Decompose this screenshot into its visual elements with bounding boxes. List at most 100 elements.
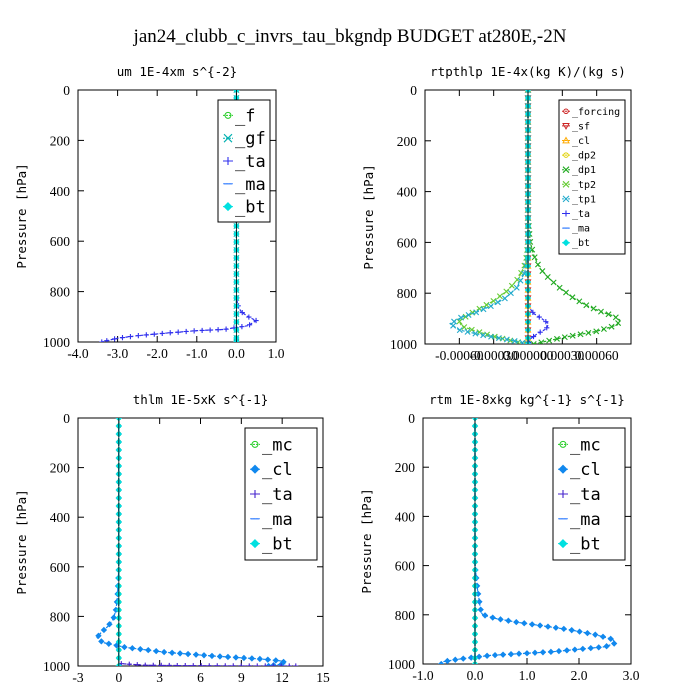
legend-label-mc: _mc [570,435,601,455]
data-point [240,654,248,662]
data-point [583,302,590,309]
x-tick-label: 3 [156,670,163,685]
data-point [505,617,512,624]
legend-label-cl: _cl [572,136,590,147]
data-point [579,645,586,653]
legend-marker [223,202,233,212]
data-point [597,308,604,315]
legend-label-dp1: _dp1 [572,165,596,176]
x-tick-label: 0.00060 [575,348,619,363]
data-point [111,336,118,342]
data-point [167,330,173,336]
data-point [150,662,156,666]
data-point [607,635,614,643]
data-point [119,334,126,341]
y-axis-label: Pressure [hPa] [14,163,29,268]
data-point [544,325,550,331]
data-point [563,647,571,654]
data-point [576,628,583,635]
panel-title: um 1E-4xm s^{-2} [117,64,237,79]
legend-marker [563,108,569,115]
data-point [256,655,264,663]
data-point [495,335,502,342]
data-point [494,299,501,306]
data-point [511,338,518,344]
legend-label-dp2: _dp2 [572,151,596,162]
legend-marker [250,464,260,474]
data-point [587,644,594,652]
legend-marker [558,464,568,474]
legend-label-tp2: _tp2 [572,180,596,191]
data-point [530,341,537,344]
data-point [483,301,490,308]
chart-panel-4: rtm 1E-8xkg kg^{-1} s^{-1} Pressure [hPa]… [359,392,640,683]
legend-label-f: _f [235,106,255,126]
data-point [519,339,526,344]
legend-label-ma: _ma [235,175,266,195]
data-point [450,322,457,329]
data-point [584,629,591,637]
legend-label-ta: _ta [235,152,266,172]
data-point [560,625,567,633]
data-point [135,333,141,339]
data-point [254,663,260,666]
y-tick-label: 1000 [390,337,417,352]
data-point [246,314,252,320]
legend-marker [562,180,570,188]
x-tick-label: 0.00030 [540,348,584,363]
data-point [480,332,487,339]
y-axis-label: Pressure [hPa] [361,164,376,269]
data-point [153,647,160,655]
legend-marker [563,210,569,217]
data-point [569,332,576,339]
legend-label-bt: _bt [572,238,590,249]
data-point [497,616,504,623]
data-point [472,330,479,337]
legend-marker [250,539,260,549]
data-point [531,649,539,656]
data-point [198,663,204,666]
data-point [200,652,208,659]
chart-panel-3: thlm 1E-5xK s^{-1} Pressure [hPa] 0 200 400 6… [14,392,330,685]
x-tick-label: 2.0 [571,668,588,683]
data-point [246,663,252,666]
x-tick-label: 0.000000 [503,348,554,363]
data-point [248,655,256,662]
data-point [585,329,592,336]
y-tick-label: 400 [397,185,418,200]
x-tick-label: 0 [115,670,122,685]
x-tick-label: 0.0 [228,346,245,361]
legend-marker [562,166,570,174]
data-point [547,648,555,655]
y-tick-label: 600 [50,234,71,249]
data-point [233,339,240,342]
data-point [145,646,152,654]
y-tick-label: 200 [50,461,71,476]
y-tick-label: 600 [395,559,416,574]
data-point [239,309,245,316]
data-point [539,649,547,656]
data-point [214,663,220,666]
legend-marker [562,136,570,144]
data-point [534,261,541,268]
panel-title: rtpthlp 1E-4x(kg K)/(kg s) [430,64,626,79]
data-point [537,329,543,335]
plot-frame [77,89,277,343]
data-point [473,309,480,316]
data-point [595,644,602,651]
data-point [100,626,108,634]
data-point [515,650,523,657]
legend-label-bt: _bt [235,198,266,218]
data-point [550,279,557,286]
x-tick-label: 3.0 [623,668,640,683]
data-point [126,661,132,666]
y-tick-label: 400 [50,184,71,199]
legend-marker [223,133,233,143]
data-point [98,638,105,645]
data-point [536,314,542,320]
data-point [576,298,583,305]
legend-marker [562,195,570,203]
data-point [544,274,551,281]
data-point [468,654,475,661]
